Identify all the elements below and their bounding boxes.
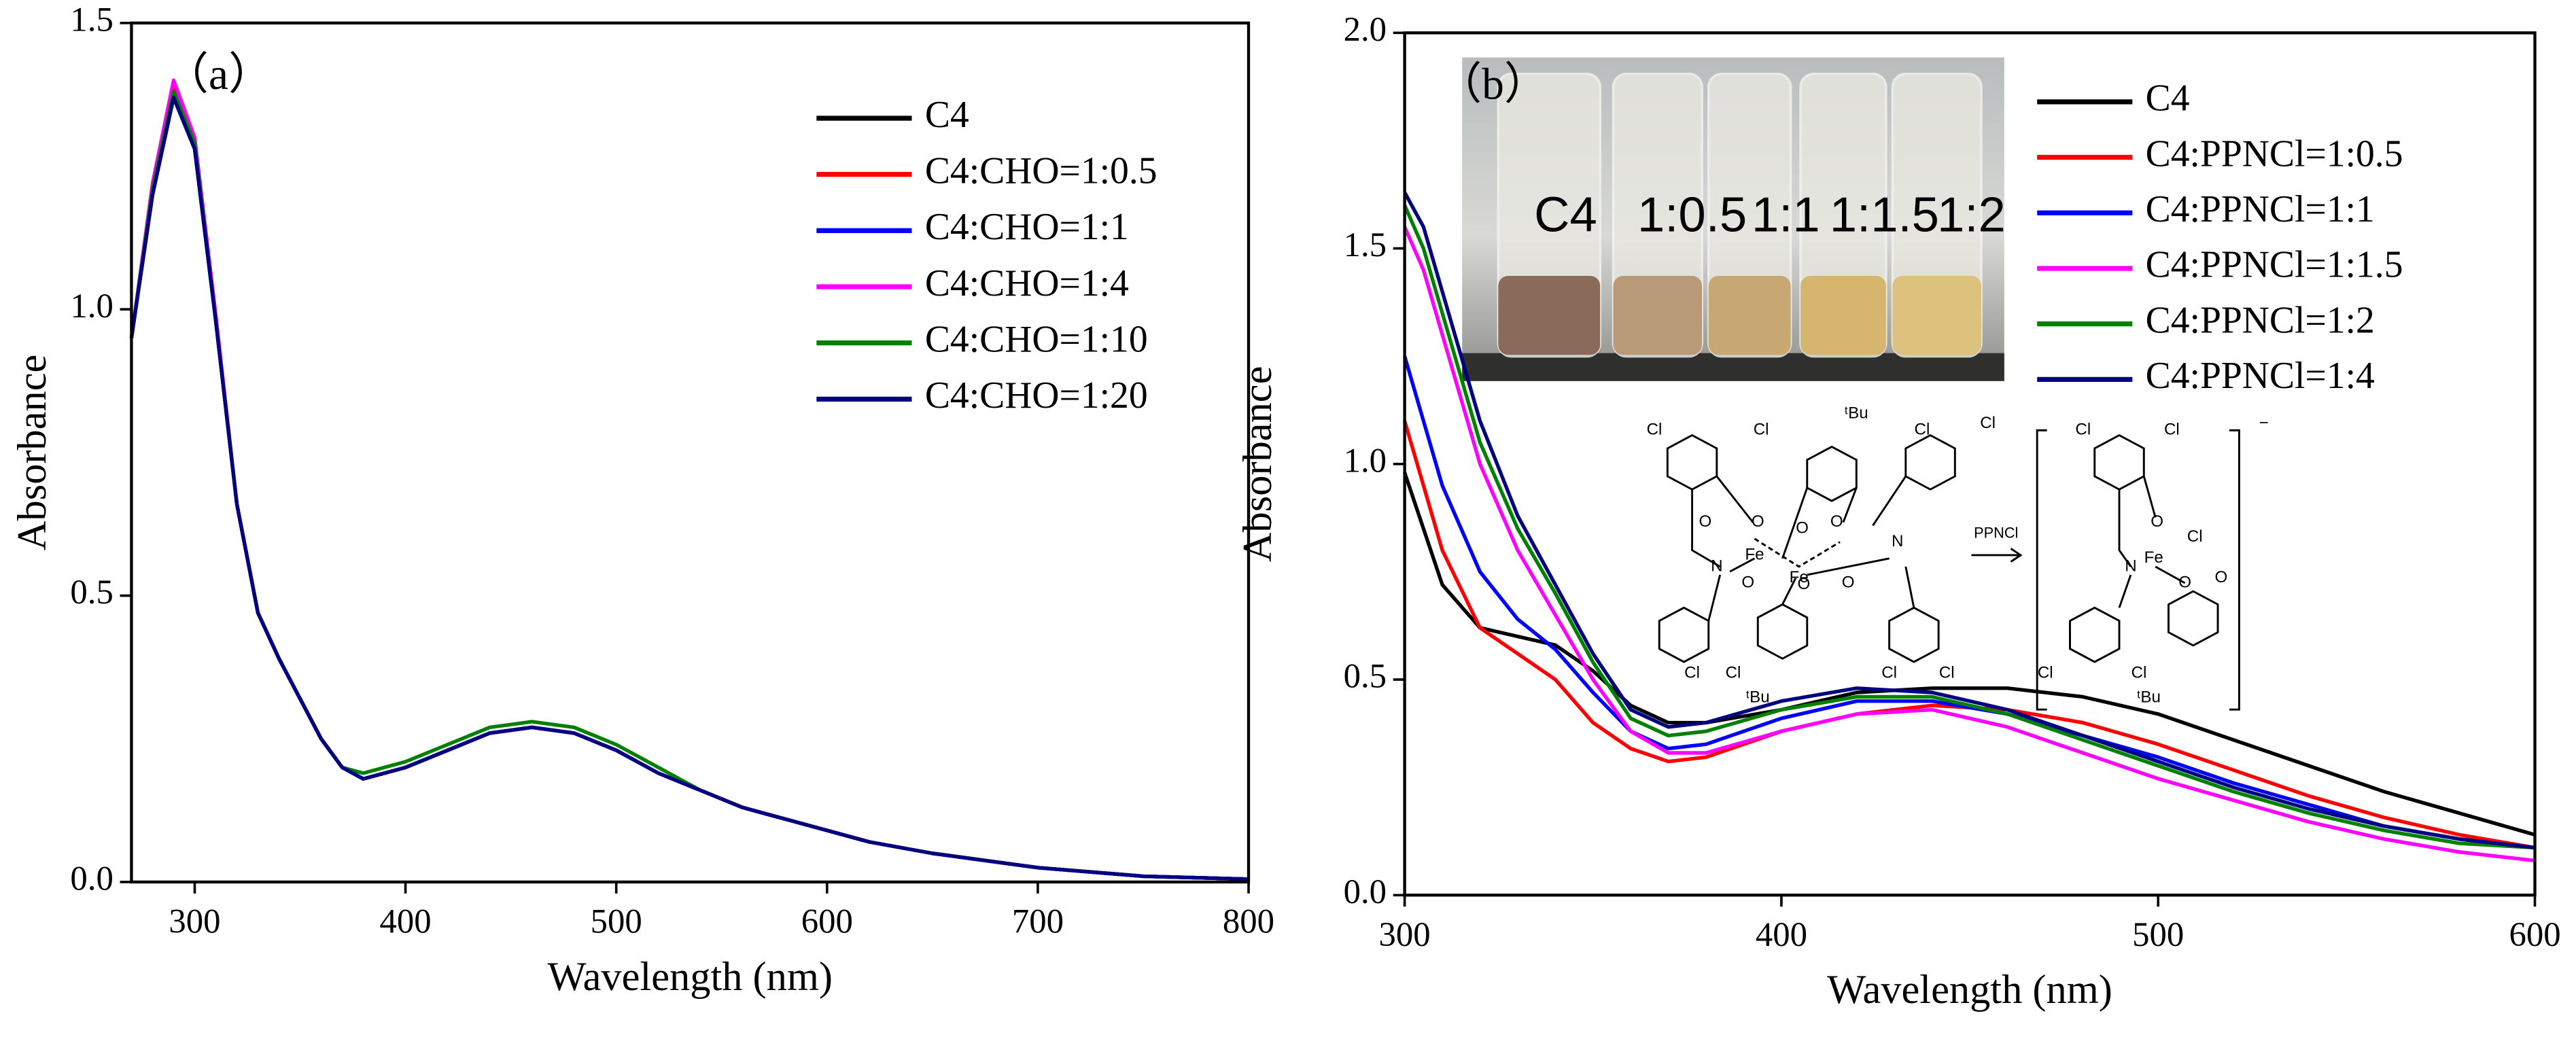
photo-label: 1:2 <box>1937 188 2006 243</box>
x-axis-label: Wavelength (nm) <box>1827 967 2112 1012</box>
x-tick-label: 500 <box>2132 915 2184 953</box>
series-line <box>129 95 1249 881</box>
photo-label: C4 <box>1534 188 1597 243</box>
y-tick-label: 1.5 <box>1344 226 1387 264</box>
y-tick-label: 1.0 <box>70 287 113 325</box>
photo-label: 1:1.5 <box>1830 188 1939 243</box>
y-tick-label: 0.5 <box>1344 657 1387 695</box>
scheme-label: Cl <box>1980 414 1996 432</box>
panel-label: （a） <box>164 50 273 99</box>
series-line <box>1403 472 2536 837</box>
x-tick-label: 700 <box>1012 902 1064 940</box>
series-line <box>129 78 1249 881</box>
scheme-label: ᵗBu <box>1845 404 1868 422</box>
series-line <box>1403 191 2535 850</box>
scheme-label: − <box>2259 414 2269 432</box>
photo-label: 1:1 <box>1752 188 1820 243</box>
scheme-label: Cl <box>2131 663 2147 682</box>
x-axis-label: Wavelength (nm) <box>547 954 833 1000</box>
y-tick-label: 2.0 <box>1344 10 1387 48</box>
legend-label: C4:CHO=1:20 <box>925 374 1148 417</box>
y-tick-label: 0.5 <box>70 573 113 611</box>
x-tick-label: 300 <box>1379 915 1431 953</box>
scheme-label: N <box>2125 557 2136 575</box>
legend-label: C4:CHO=1:10 <box>925 318 1148 360</box>
plot-frame <box>130 21 1251 884</box>
scheme-label: O <box>2178 573 2191 591</box>
scheme-label: Fe <box>2144 548 2163 567</box>
scheme-label: O <box>1796 519 1809 538</box>
chemical-scheme <box>1658 429 2240 711</box>
scheme-label: Cl <box>1684 663 1700 682</box>
x-tick-label: 300 <box>169 902 220 940</box>
scheme-label: Cl <box>1881 663 1897 682</box>
legend-label: C4:CHO=1:1 <box>925 206 1129 248</box>
y-tick-label: 1.0 <box>1344 441 1387 479</box>
y-tick-label: 0.0 <box>1344 873 1387 911</box>
legend-label: C4:PPNCl=1:2 <box>2146 299 2375 341</box>
scheme-label: N <box>1711 557 1722 575</box>
legend-label: C4:PPNCl=1:4 <box>2146 355 2375 397</box>
legend-label: C4 <box>2146 77 2190 120</box>
scheme-label: O <box>2151 512 2163 531</box>
legend-label: C4 <box>925 94 969 136</box>
scheme-label: Cl <box>2038 663 2053 682</box>
scheme-label: Cl <box>1754 421 1769 439</box>
vial-liquids <box>1498 276 1981 355</box>
y-axis-label: Absorbance <box>10 355 55 551</box>
scheme-label: Fe <box>1745 545 1764 563</box>
legend-label: C4:CHO=1:4 <box>925 262 1129 304</box>
x-tick-label: 500 <box>591 902 642 940</box>
scheme-label: O <box>1842 573 1855 591</box>
scheme-label: Cl <box>1915 421 1930 439</box>
x-tick-label: 400 <box>1756 915 1807 953</box>
x-tick-label: 600 <box>801 902 853 940</box>
x-tick-label: 400 <box>380 902 432 940</box>
photo-label: 1:0.5 <box>1637 188 1747 243</box>
scheme-label: O <box>1752 512 1764 531</box>
scheme-label: Cl <box>1647 421 1663 439</box>
x-tick-label: 800 <box>1223 902 1274 940</box>
scheme-label: Fe <box>1790 568 1809 586</box>
panel-label: （b） <box>1438 60 1548 109</box>
photo-shelf <box>1462 353 2004 381</box>
scheme-label: Cl <box>2187 527 2203 546</box>
scheme-label: Cl <box>1939 663 1955 682</box>
scheme-label: Cl <box>2075 421 2091 439</box>
scheme-label: O <box>1830 512 1843 531</box>
scheme-label: O <box>1798 575 1811 593</box>
series-line <box>1403 205 2535 850</box>
legend-label: C4:PPNCl=1:0.5 <box>2146 133 2403 175</box>
y-tick-label: 0.0 <box>70 860 113 898</box>
inset-photo <box>1462 57 2004 381</box>
scheme-label: O <box>2214 568 2227 586</box>
scheme-label: O <box>1741 573 1754 591</box>
legend-label: C4:PPNCl=1:1 <box>2146 188 2375 230</box>
legend-label: C4:PPNCl=1:1.5 <box>2146 244 2403 286</box>
x-tick-label: 600 <box>2509 915 2560 953</box>
series-line <box>1403 355 2535 850</box>
scheme-label: ᵗBu <box>1746 688 1770 707</box>
scheme-label: Cl <box>2164 421 2180 439</box>
series-line <box>1403 226 2535 863</box>
y-tick-label: 1.5 <box>70 0 113 38</box>
scheme-label: O <box>1699 512 1712 531</box>
scheme-label: PPNCl <box>1974 524 2018 541</box>
y-axis-label: Absorbance <box>1235 366 1281 562</box>
plot-frame <box>1403 31 2537 897</box>
legend-label: C4:CHO=1:0.5 <box>925 149 1158 192</box>
scheme-label: ᵗBu <box>2137 688 2161 707</box>
scheme-label: Cl <box>1726 663 1741 682</box>
series-line <box>129 84 1249 881</box>
scheme-label: N <box>1892 532 1903 550</box>
